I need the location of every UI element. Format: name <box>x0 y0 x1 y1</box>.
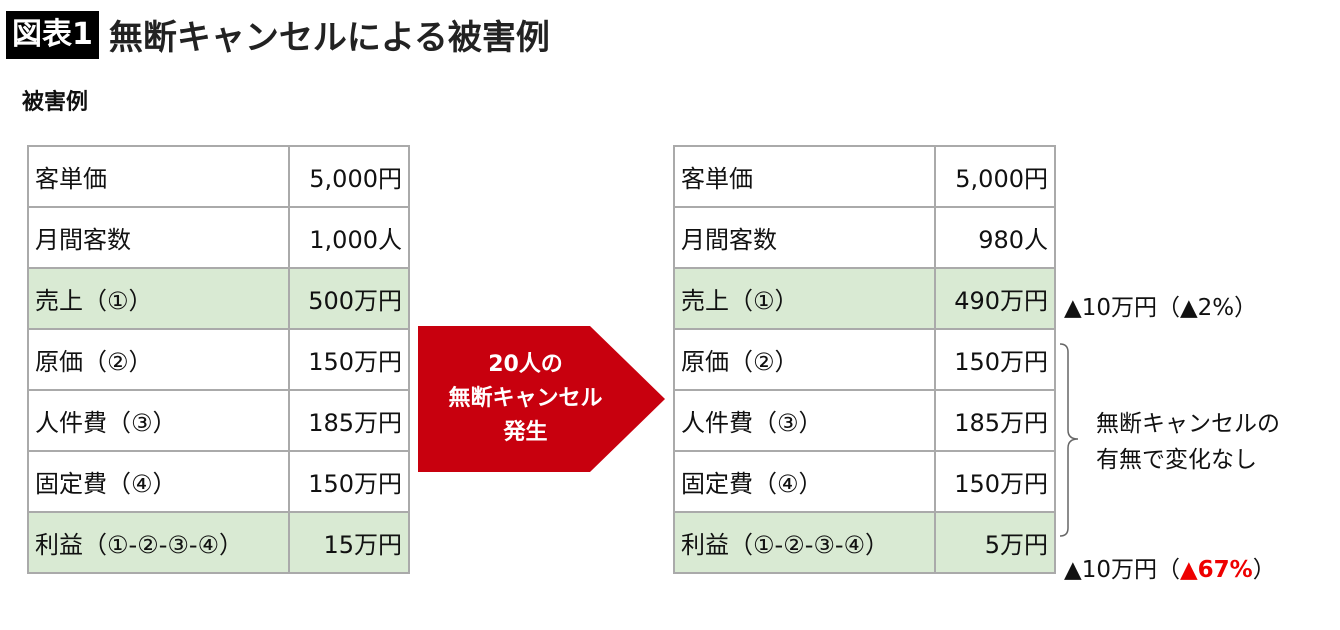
profit-change-note: ▲10万円（▲67%） <box>1064 550 1276 584</box>
row-value: 150万円 <box>288 450 410 513</box>
figure-badge: 図表1 <box>6 10 99 59</box>
row-label: 利益（①-②-③-④） <box>27 511 290 574</box>
before-table: 客単価 5,000円 月間客数 1,000人 売上（①） 500万円 原価（②） 150万円人… <box>27 145 410 574</box>
after-table: 客単価 5,000円 月間客数 980人 売上（①） 490万円 原価（②） 150万円 人件費… <box>673 145 1056 574</box>
costs-note-line2: 有無で変化なし <box>1096 447 1257 473</box>
row-label: 原価（②） <box>27 328 290 391</box>
costs-note-line1: 無断キャンセルの <box>1096 411 1280 437</box>
row-label: 客単価 <box>673 145 936 208</box>
row-label: 固定費（④） <box>673 450 936 513</box>
row-value: 5,000円 <box>934 145 1056 208</box>
table-row: 客単価 5,000円 <box>673 145 1056 208</box>
row-value: 1,000人 <box>288 206 410 269</box>
profit-change-pct: ▲67% <box>1179 557 1253 583</box>
header: 図表1 無断キャンセルによる被害例 <box>6 10 550 59</box>
profit-change-suffix: ） <box>1252 557 1276 583</box>
arrow-line3: 発生 <box>503 420 548 445</box>
row-label: 固定費（④） <box>27 450 290 513</box>
table-row: 利益（①-②-③-④） 5万円 <box>673 511 1056 574</box>
table-row: 固定費（④） 150万円 <box>27 450 410 513</box>
table-row: 月間客数 980人 <box>673 206 1056 269</box>
row-label: 月間客数 <box>27 206 290 269</box>
table-row: 人件費（③） 185万円 <box>673 389 1056 452</box>
arrow-shape <box>418 326 665 472</box>
row-value: 150万円 <box>288 328 410 391</box>
page-title: 無断キャンセルによる被害例 <box>108 18 550 58</box>
row-value: 5万円 <box>934 511 1056 574</box>
arrow-line2: 無断キャンセル <box>448 386 603 411</box>
row-value: 980人 <box>934 206 1056 269</box>
table-row: 利益（①-②-③-④） 15万円 <box>27 511 410 574</box>
table-row: 売上（①） 500万円 <box>27 267 410 330</box>
row-value: 150万円 <box>934 450 1056 513</box>
row-value: 185万円 <box>288 389 410 452</box>
table-row: 原価（②） 150万円 <box>27 328 410 391</box>
profit-change-amount: ▲10万円（ <box>1064 557 1180 583</box>
table-row: 原価（②） 150万円 <box>673 328 1056 391</box>
row-value: 490万円 <box>934 267 1056 330</box>
sales-change-pct: ▲2% <box>1179 295 1235 321</box>
row-label: 客単価 <box>27 145 290 208</box>
row-value: 500万円 <box>288 267 410 330</box>
table-row: 固定費（④） 150万円 <box>673 450 1056 513</box>
brace-icon <box>1059 343 1079 537</box>
row-label: 月間客数 <box>673 206 936 269</box>
row-value: 150万円 <box>934 328 1056 391</box>
row-value: 5,000円 <box>288 145 410 208</box>
arrow-line1: 20人の <box>488 352 563 377</box>
sales-change-suffix: ） <box>1234 295 1258 321</box>
row-label: 人件費（③） <box>673 389 936 452</box>
costs-note: 無断キャンセルの 有無で変化なし <box>1096 406 1280 478</box>
table-row: 人件費（③） 185万円 <box>27 389 410 452</box>
row-label: 売上（①） <box>673 267 936 330</box>
table-row: 売上（①） 490万円 <box>673 267 1056 330</box>
row-label: 利益（①-②-③-④） <box>673 511 936 574</box>
row-label: 売上（①） <box>27 267 290 330</box>
table-row: 客単価 5,000円 <box>27 145 410 208</box>
sales-change-amount: ▲10万円（ <box>1064 295 1180 321</box>
cancellation-arrow: 20人の 無断キャンセル 発生 <box>418 326 665 472</box>
section-subtitle: 被害例 <box>22 90 89 115</box>
row-value: 185万円 <box>934 389 1056 452</box>
row-label: 人件費（③） <box>27 389 290 452</box>
row-value: 15万円 <box>288 511 410 574</box>
row-label: 原価（②） <box>673 328 936 391</box>
sales-change-note: ▲10万円（▲2%） <box>1064 288 1257 322</box>
table-row: 月間客数 1,000人 <box>27 206 410 269</box>
